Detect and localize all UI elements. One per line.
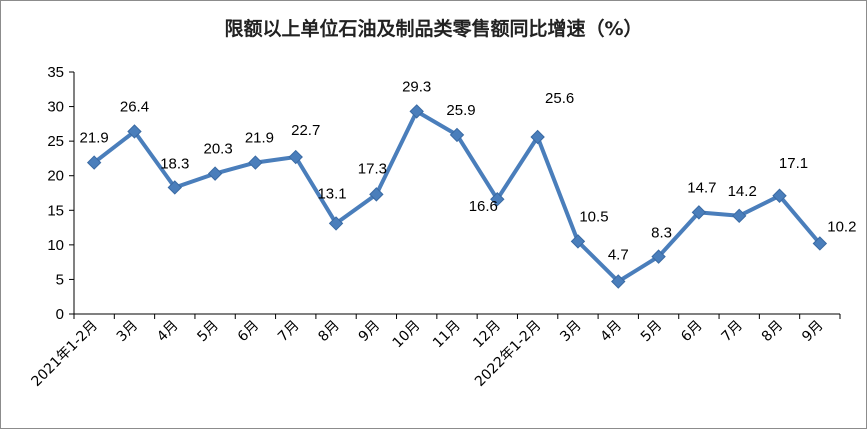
data-label: 29.3 [402, 78, 431, 95]
data-label: 26.4 [120, 98, 149, 115]
x-tick-label: 9月 [356, 318, 384, 346]
x-tick-label: 2021年1-2月 [29, 318, 101, 390]
data-label: 14.7 [687, 179, 716, 196]
data-label: 16.6 [469, 198, 498, 215]
data-label: 10.5 [579, 208, 608, 225]
x-tick-label: 7月 [275, 318, 303, 346]
x-tick-label: 12月 [470, 318, 504, 352]
x-tick-label: 7月 [719, 318, 747, 346]
axes [73, 72, 840, 315]
data-point-marker [369, 187, 384, 202]
x-axis-ticks: 2021年1-2月 3月 4月 5月 6月 7月 8月 9月 10月 11月 12月2022年1-2… [29, 314, 841, 390]
x-tick-label: 4月 [598, 318, 626, 346]
data-point-marker [772, 188, 787, 203]
data-label: 17.3 [358, 160, 387, 177]
data-point-marker [651, 249, 666, 264]
data-point-marker [167, 180, 182, 195]
data-label: 13.1 [317, 185, 346, 202]
data-point-marker [732, 208, 747, 224]
y-tick-label: 5 [56, 271, 64, 288]
data-label: 21.9 [80, 130, 109, 147]
x-tick-label: 6月 [235, 318, 263, 346]
data-point-marker [86, 155, 102, 170]
data-label: 21.9 [245, 130, 274, 147]
data-point-marker [611, 274, 626, 289]
data-point-marker [530, 129, 545, 145]
y-tick-label: 10 [47, 237, 64, 254]
data-label: 25.6 [545, 90, 574, 107]
x-tick-label: 9月 [799, 318, 827, 346]
data-point-marker [288, 149, 303, 165]
data-label: 4.7 [608, 247, 629, 264]
y-tick-label: 0 [56, 306, 64, 323]
data-label: 10.2 [827, 218, 856, 235]
y-tick-label: 35 [47, 64, 64, 81]
data-label: 20.3 [204, 141, 233, 158]
data-point-marker [490, 192, 505, 207]
y-tick-label: 30 [47, 99, 64, 116]
x-tick-label: 10月 [390, 318, 424, 352]
x-tick-label: 5月 [194, 318, 222, 346]
chart-title: 限额以上单位石油及制品类零售额同比增速（%） [224, 18, 643, 40]
y-tick-label: 25 [47, 133, 64, 150]
x-tick-label: 5月 [638, 318, 666, 346]
data-point-marker [812, 236, 828, 251]
x-tick-label: 8月 [759, 318, 787, 346]
x-tick-label: 11月 [430, 318, 464, 352]
data-point-marker [328, 216, 344, 231]
data-label: 25.9 [446, 102, 475, 119]
data-point-marker [248, 155, 263, 170]
data-point-marker [127, 124, 142, 139]
data-labels: 21.9 26.4 18.3 20.3 21.9 22.7 13.1 17.3 29.3 25.9… [80, 78, 857, 263]
y-axis-ticks: 0 5 10 15 20 25 30 35 [47, 64, 74, 323]
series-line-group [86, 104, 828, 289]
data-point-marker [570, 234, 586, 249]
x-tick-label: 4月 [154, 318, 182, 346]
x-tick-label: 3月 [557, 318, 585, 346]
data-label: 14.2 [728, 183, 757, 200]
data-point-marker [691, 205, 707, 220]
x-tick-label: 6月 [678, 318, 706, 346]
x-tick-label: 8月 [315, 318, 343, 346]
data-point-marker [207, 166, 223, 181]
data-point-marker [409, 104, 424, 119]
data-label: 18.3 [160, 155, 189, 172]
x-tick-label: 3月 [114, 318, 142, 346]
y-tick-label: 15 [47, 202, 64, 219]
data-label: 17.1 [779, 155, 808, 172]
data-label: 22.7 [291, 122, 320, 139]
y-tick-label: 20 [47, 168, 64, 185]
data-point-marker [449, 127, 465, 143]
data-label: 8.3 [651, 225, 672, 242]
